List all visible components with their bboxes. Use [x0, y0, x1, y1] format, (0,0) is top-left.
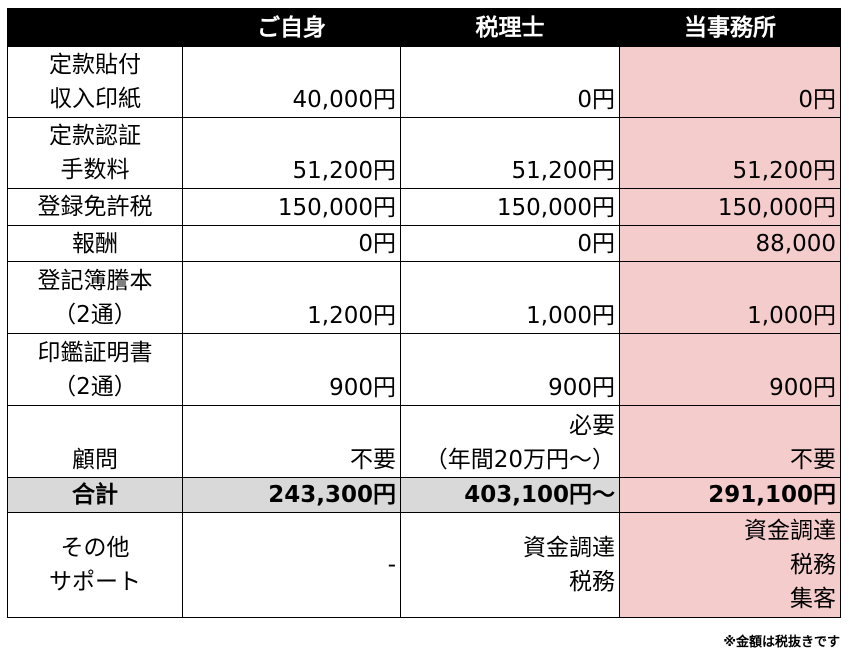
cell-self: - — [182, 512, 401, 618]
tax-note: ※金額は税抜きです — [723, 635, 840, 650]
cell-line: （年間20万円～） — [424, 447, 615, 473]
row-label-line: 定款貼付 — [49, 52, 141, 78]
cell-self: 51,200円 — [182, 117, 401, 189]
cell-self: 900円 — [182, 333, 401, 406]
cell-our-office: 88,000 — [619, 225, 841, 262]
row-label: 報酬 — [7, 225, 183, 262]
row-label-line: 登記簿謄本 — [37, 267, 153, 294]
cell-our-office: 0円 — [619, 46, 841, 118]
cell-line: 税務 — [569, 569, 615, 595]
row-label-line: 収入印紙 — [49, 86, 141, 112]
total-our-office: 291,100円 — [619, 477, 841, 513]
cell-line: 集客 — [790, 586, 836, 612]
cell-tax-accountant: 150,000円 — [400, 188, 620, 226]
total-self: 243,300円 — [182, 477, 401, 513]
cell-self: 40,000円 — [182, 46, 401, 118]
cell-our-office: 150,000円 — [619, 188, 841, 226]
row-label-line: （2通） — [53, 373, 137, 400]
row-label-line: 定款認証 — [49, 123, 141, 149]
header-our-office: 当事務所 — [619, 8, 841, 47]
cell-tax-accountant: 51,200円 — [400, 117, 620, 189]
total-label: 合計 — [7, 477, 183, 513]
cell-self: 不要 — [182, 405, 401, 478]
cell-our-office: 900円 — [619, 333, 841, 406]
table-row: 印鑑証明書 （2通） 900円 900円 900円 — [7, 333, 841, 406]
cell-tax-accountant: 必要 （年間20万円～） — [400, 405, 620, 478]
cell-line: 税務 — [790, 552, 836, 578]
table-row: 登記簿謄本 （2通） 1,200円 1,000円 1,000円 — [7, 261, 841, 334]
cell-line: 必要 — [569, 413, 615, 439]
cell-tax-accountant: 資金調達 税務 — [400, 512, 620, 618]
cell-tax-accountant: 900円 — [400, 333, 620, 406]
header-tax-accountant: 税理士 — [400, 8, 620, 47]
table-row: 顧問 不要 必要 （年間20万円～） 不要 — [7, 405, 841, 478]
cell-our-office: 1,000円 — [619, 261, 841, 334]
header-corner — [7, 8, 183, 47]
row-label: 定款貼付 収入印紙 — [7, 46, 183, 118]
total-row: 合計 243,300円 403,100円～ 291,100円 — [7, 477, 841, 513]
header-row: ご自身 税理士 当事務所 — [7, 8, 841, 47]
row-label-line: （2通） — [53, 301, 137, 328]
cell-line: 資金調達 — [523, 535, 615, 561]
table-row: 定款認証 手数料 51,200円 51,200円 51,200円 — [7, 117, 841, 189]
row-label: 登録免許税 — [7, 188, 183, 226]
table-row: 定款貼付 収入印紙 40,000円 0円 0円 — [7, 46, 841, 118]
table-row: その他 サポート - 資金調達 税務 資金調達 税務 集客 — [7, 512, 841, 618]
cell-tax-accountant: 1,000円 — [400, 261, 620, 334]
cell-our-office: 資金調達 税務 集客 — [619, 512, 841, 618]
row-label-line: 報酬 — [72, 230, 118, 257]
cell-tax-accountant: 0円 — [400, 225, 620, 262]
table-row: 報酬 0円 0円 88,000 — [7, 225, 841, 262]
row-label-line: その他 — [60, 535, 130, 561]
row-label: その他 サポート — [7, 512, 183, 618]
table-row: 登録免許税 150,000円 150,000円 150,000円 — [7, 188, 841, 226]
row-label: 印鑑証明書 （2通） — [7, 333, 183, 406]
row-label: 定款認証 手数料 — [7, 117, 183, 189]
cell-our-office: 51,200円 — [619, 117, 841, 189]
header-self: ご自身 — [182, 8, 401, 47]
cell-tax-accountant: 0円 — [400, 46, 620, 118]
row-label-line: 手数料 — [60, 157, 130, 183]
cell-self: 150,000円 — [182, 188, 401, 226]
row-label-line: 顧問 — [72, 447, 118, 473]
total-tax-accountant: 403,100円～ — [400, 477, 620, 513]
row-label-line: 印鑑証明書 — [37, 339, 153, 366]
cell-line: 資金調達 — [744, 518, 836, 544]
cost-comparison-table: ご自身 税理士 当事務所 定款貼付 収入印紙 40,000円 0円 0円 定款認… — [7, 8, 841, 618]
row-label-line: サポート — [49, 569, 141, 595]
cell-self: 0円 — [182, 225, 401, 262]
row-label-line: 登録免許税 — [37, 194, 153, 220]
cell-self: 1,200円 — [182, 261, 401, 334]
cell-our-office: 不要 — [619, 405, 841, 478]
row-label: 登記簿謄本 （2通） — [7, 261, 183, 334]
row-label: 顧問 — [7, 405, 183, 478]
